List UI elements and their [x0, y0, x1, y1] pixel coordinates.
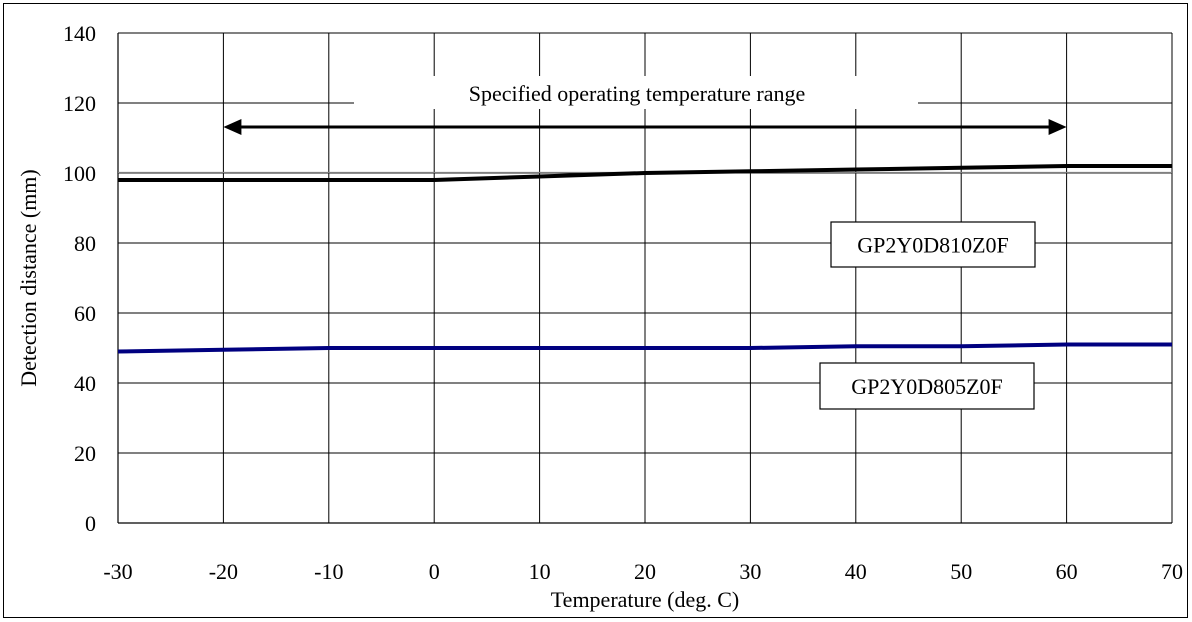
- y-axis-label: Detection distance (mm): [16, 169, 41, 386]
- x-tick-label: 70: [1161, 559, 1183, 584]
- y-tick-label: 40: [74, 371, 96, 396]
- y-tick-label: 60: [74, 301, 96, 326]
- range-arrow-head-right: [1048, 119, 1067, 135]
- y-tick-label: 140: [63, 21, 96, 46]
- x-tick-label: 60: [1056, 559, 1078, 584]
- series-lines: [117, 164, 1172, 354]
- range-annotation: Specified operating temperature range: [223, 76, 1067, 135]
- x-axis-label: Temperature (deg. C): [551, 587, 739, 612]
- series-label: GP2Y0D805Z0F: [851, 374, 1003, 399]
- x-tick-label: 0: [429, 559, 440, 584]
- range-label: Specified operating temperature range: [469, 81, 806, 106]
- x-tick-label: 50: [950, 559, 972, 584]
- x-tick-label: 10: [529, 559, 551, 584]
- y-tick-label: 0: [85, 511, 96, 536]
- y-tick-labels: 0 20 40 60 80 100 120 140: [63, 21, 96, 536]
- series-labels: GP2Y0D810Z0F GP2Y0D805Z0F: [819, 221, 1036, 410]
- x-tick-labels: -30 -20 -10 0 10 20 30 40 50 60 70: [103, 559, 1183, 584]
- series-label: GP2Y0D810Z0F: [857, 233, 1009, 258]
- x-tick-label: -20: [209, 559, 238, 584]
- series-label-box: [819, 362, 1035, 410]
- series-label-box: [830, 221, 1036, 268]
- series-line-gp2y0d805z0f: [117, 342, 1172, 354]
- series-line-gp2y0d810z0f: [118, 164, 1172, 182]
- y-tick-label: 20: [74, 441, 96, 466]
- x-tick-label: 20: [634, 559, 656, 584]
- x-tick-label: 30: [739, 559, 761, 584]
- y-tick-label: 100: [63, 161, 96, 186]
- y-tick-label: 120: [63, 91, 96, 116]
- range-label-background: [354, 76, 918, 109]
- y-tick-label: 80: [74, 231, 96, 256]
- x-tick-label: 40: [845, 559, 867, 584]
- x-tick-label: -10: [314, 559, 343, 584]
- range-arrow-head-left: [223, 119, 242, 135]
- x-tick-label: -30: [103, 559, 132, 584]
